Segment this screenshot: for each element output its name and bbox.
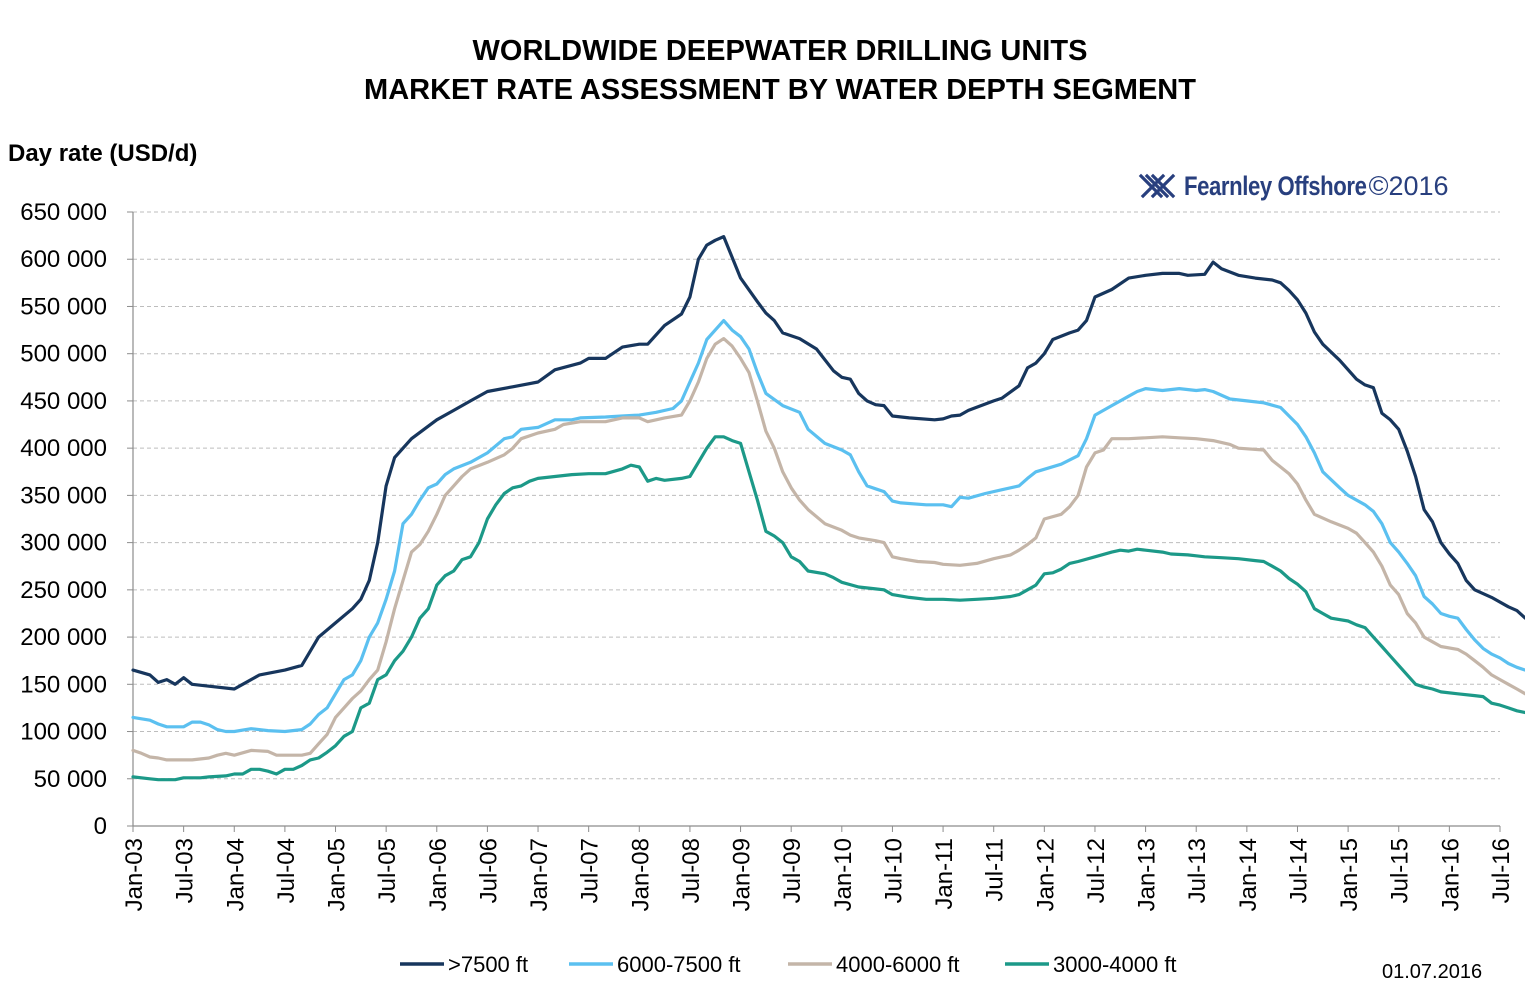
x-tick-label: Jan-10	[830, 838, 857, 911]
x-tick-label: Jul-07	[577, 838, 604, 903]
gridlines	[133, 211, 1500, 780]
axes	[127, 211, 1501, 832]
legend-label-1: 6000-7500 ft	[617, 952, 741, 977]
y-tick-label: 0	[94, 813, 107, 840]
legend-label-3: 3000-4000 ft	[1053, 952, 1177, 977]
y-tick-label: 500 000	[20, 341, 107, 368]
x-tick-label: Jul-15	[1387, 838, 1414, 903]
x-tick-label: Jul-03	[172, 838, 199, 903]
y-axis-label: Day rate (USD/d)	[8, 140, 198, 167]
x-tick-label: Jan-13	[1134, 838, 1161, 911]
chart-title: WORLDWIDE DEEPWATER DRILLING UNITS MARKE…	[0, 32, 1525, 110]
x-tick-label: Jan-04	[222, 838, 249, 911]
y-tick-label: 100 000	[20, 719, 107, 746]
x-tick-label: Jul-16	[1488, 838, 1515, 903]
report-date: 01.07.2016	[1382, 961, 1483, 983]
y-tick-label: 600 000	[20, 246, 107, 273]
x-tick-label: Jul-11	[982, 838, 1009, 902]
x-tick-label: Jan-03	[121, 838, 148, 911]
series-line-3	[131, 435, 1525, 782]
x-tick-label: Jul-05	[374, 838, 401, 903]
y-tick-label: 200 000	[20, 624, 107, 651]
brand-copyright: ©2016	[1368, 170, 1449, 201]
y-tick-label: 450 000	[20, 388, 107, 415]
y-tick-label: 400 000	[20, 435, 107, 462]
x-tick-label: Jul-14	[1285, 838, 1312, 903]
x-tick-label: Jan-12	[1032, 838, 1059, 911]
legend: >7500 ft 6000-7500 ft 4000-6000 ft 3000-400…	[400, 952, 1177, 977]
x-tick-label: Jan-05	[324, 838, 351, 911]
y-tick-label: 150 000	[20, 671, 107, 698]
x-tick-labels: Jan-03 Jul-03 Jan-04 Jul-04 Jan-05 Jul-05 Jan-…	[121, 838, 1515, 911]
y-tick-label: 300 000	[20, 530, 107, 557]
x-tick-label: Jul-06	[475, 838, 502, 903]
series-lines	[131, 235, 1525, 782]
x-tick-label: Jul-13	[1184, 838, 1211, 903]
y-tick-label: 650 000	[20, 199, 107, 226]
x-tick-label: Jan-06	[425, 838, 452, 911]
fearnley-x-logo-icon	[1138, 173, 1176, 199]
legend-label-0: >7500 ft	[448, 952, 528, 977]
brand-block: Fearnley Offshore ©2016	[1138, 168, 1508, 204]
series-line-1	[131, 319, 1525, 734]
series-line-0	[131, 235, 1525, 691]
chart-title-line-2: MARKET RATE ASSESSMENT BY WATER DEPTH SE…	[364, 74, 1196, 106]
chart-title-line-1: WORLDWIDE DEEPWATER DRILLING UNITS	[472, 35, 1088, 67]
x-tick-label: Jul-09	[779, 838, 806, 903]
x-tick-label: Jul-12	[1083, 838, 1110, 903]
series-line-2	[131, 337, 1525, 762]
legend-label-2: 4000-6000 ft	[836, 952, 960, 977]
x-tick-label: Jan-14	[1235, 838, 1262, 911]
x-tick-label: Jul-08	[678, 838, 705, 903]
x-tick-label: Jan-09	[729, 838, 756, 911]
x-tick-label: Jan-07	[526, 838, 553, 911]
y-tick-label: 550 000	[20, 293, 107, 320]
x-tick-label: Jan-15	[1336, 838, 1363, 911]
x-tick-label: Jan-08	[627, 838, 654, 911]
y-tick-labels: 0 50 000 100 000 150 000 200 000 250 000 300 0…	[20, 199, 107, 840]
x-tick-label: Jan-11	[931, 838, 958, 910]
y-tick-label: 250 000	[20, 577, 107, 604]
x-tick-label: Jul-10	[880, 838, 907, 903]
y-tick-label: 50 000	[34, 766, 107, 793]
brand-company-name: Fearnley Offshore	[1184, 170, 1367, 201]
y-tick-label: 350 000	[20, 482, 107, 509]
x-tick-label: Jan-16	[1437, 838, 1464, 911]
x-tick-label: Jul-04	[273, 838, 300, 903]
